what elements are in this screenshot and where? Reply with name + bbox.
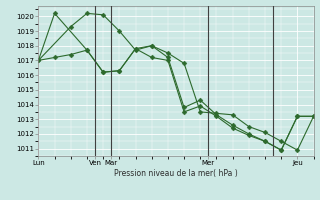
- X-axis label: Pression niveau de la mer( hPa ): Pression niveau de la mer( hPa ): [114, 169, 238, 178]
